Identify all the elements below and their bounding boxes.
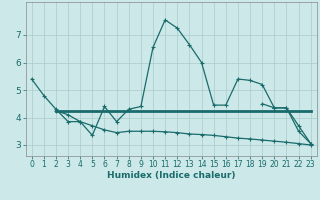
X-axis label: Humidex (Indice chaleur): Humidex (Indice chaleur) [107, 171, 236, 180]
